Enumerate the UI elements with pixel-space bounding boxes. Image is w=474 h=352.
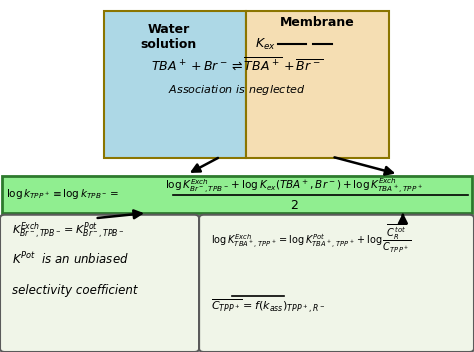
Text: $\it{Association\ is\ neglected}$: $\it{Association\ is\ neglected}$	[168, 83, 306, 97]
Text: $K_{ex}$: $K_{ex}$	[255, 37, 275, 51]
FancyBboxPatch shape	[104, 11, 246, 158]
Text: $2$: $2$	[290, 200, 298, 212]
FancyBboxPatch shape	[0, 215, 199, 352]
Text: $\log K^{Exch}_{TBA^+,TPP^+} = \log K^{Pot}_{TBA^+,TPP^+} + \log \dfrac{\overlin: $\log K^{Exch}_{TBA^+,TPP^+} = \log K^{P…	[211, 223, 411, 256]
Text: Water
solution: Water solution	[140, 23, 196, 51]
FancyBboxPatch shape	[199, 215, 474, 352]
FancyBboxPatch shape	[246, 11, 389, 158]
FancyBboxPatch shape	[2, 176, 472, 213]
Text: $TBA^+ + Br^- \rightleftharpoons \overline{TBA^+} + \overline{Br^-}$: $TBA^+ + Br^- \rightleftharpoons \overli…	[151, 57, 323, 74]
Text: $\log K^{Exch}_{Br^-,TPB^-} + \log K_{ex}(TBA^+, Br^-) + \log K^{Exch}_{TBA^+,TP: $\log K^{Exch}_{Br^-,TPB^-} + \log K_{ex…	[165, 177, 423, 195]
Text: $\log k_{TPP^+} \equiv \log k_{TPB^-} =$: $\log k_{TPP^+} \equiv \log k_{TPB^-} =$	[6, 187, 118, 201]
Text: $K^{Exch}_{Br^-,TPB^-} = K^{Pot}_{Br^-,TPB^-}$: $K^{Exch}_{Br^-,TPB^-} = K^{Pot}_{Br^-,T…	[12, 220, 125, 241]
Text: selectivity coefficient: selectivity coefficient	[12, 284, 137, 297]
Text: Membrane: Membrane	[280, 16, 355, 29]
Text: $\overline{C_{TPP^+}} = f(k_{ass})_{TPP^+, R^-}$: $\overline{C_{TPP^+}} = f(k_{ass})_{TPP^…	[211, 297, 325, 315]
Text: $K^{Pot}$  is an unbiased: $K^{Pot}$ is an unbiased	[12, 250, 128, 267]
